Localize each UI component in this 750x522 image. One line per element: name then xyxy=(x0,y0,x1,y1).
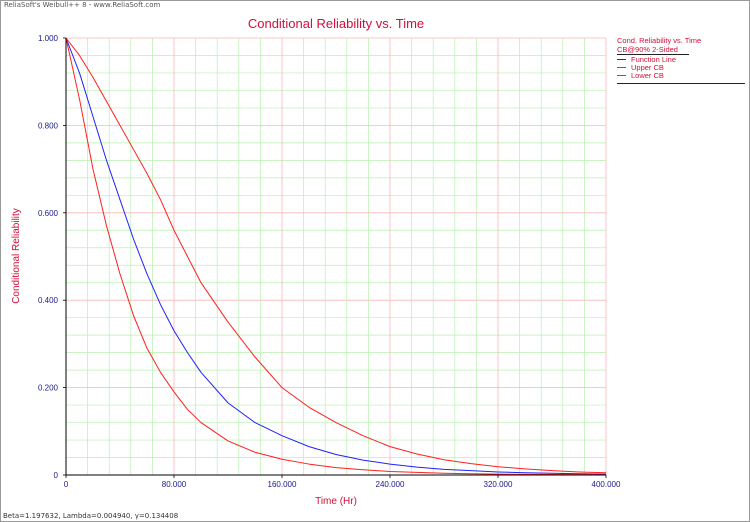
y-tick-label: 0.200 xyxy=(38,384,59,393)
legend-item-function-line: Function Line xyxy=(617,54,745,64)
x-tick-label: 160.000 xyxy=(268,480,297,489)
legend-label-function-line: Function Line xyxy=(631,54,677,64)
y-tick-label: 1.000 xyxy=(38,34,59,43)
tick-labels: 0 80.000 160.000 240.000 320.000 400.000 0 0.20… xyxy=(38,34,621,489)
legend-bottom-rule xyxy=(617,79,745,84)
axes xyxy=(63,37,607,478)
grid xyxy=(66,37,607,475)
series-line-lower-cb xyxy=(65,37,607,476)
series-line-upper-cb xyxy=(65,37,607,474)
x-tick-label: 0 xyxy=(64,480,69,489)
y-axis-label: Conditional Reliability xyxy=(11,208,22,304)
legend: Cond. Reliability vs. Time CB@90% 2-Side… xyxy=(617,36,745,84)
x-tick-label: 400.000 xyxy=(592,480,621,489)
series-line-function-line xyxy=(65,37,607,475)
legend-swatch-function-line xyxy=(617,58,626,60)
x-axis-label: Time (Hr) xyxy=(315,496,357,507)
legend-item-lower-cb: Lower CB xyxy=(617,70,745,80)
legend-swatch-lower-cb xyxy=(617,74,626,76)
series-lines xyxy=(65,37,607,476)
legend-title: Cond. Reliability vs. Time xyxy=(617,36,702,45)
y-tick-label: 0.600 xyxy=(38,209,59,218)
legend-swatch-upper-cb xyxy=(617,66,626,68)
legend-subtitle: CB@90% 2-Sided xyxy=(617,45,689,55)
model-parameters: Beta=1.197632, Lambda=0.004940, γ=0.1344… xyxy=(3,512,179,520)
legend-label-lower-cb: Lower CB xyxy=(631,70,664,80)
y-tick-label: 0.800 xyxy=(38,121,59,130)
x-tick-label: 320.000 xyxy=(484,480,513,489)
y-tick-label: 0 xyxy=(54,471,59,480)
x-tick-label: 240.000 xyxy=(376,480,405,489)
legend-label-upper-cb: Upper CB xyxy=(631,62,664,72)
legend-item-upper-cb: Upper CB xyxy=(617,62,745,72)
y-tick-label: 0.400 xyxy=(38,296,59,305)
software-credit: ReliaSoft's Weibull++ 8 - www.ReliaSoft.… xyxy=(4,1,161,9)
x-tick-label: 80.000 xyxy=(162,480,187,489)
chart-title: Conditional Reliability vs. Time xyxy=(247,16,425,31)
